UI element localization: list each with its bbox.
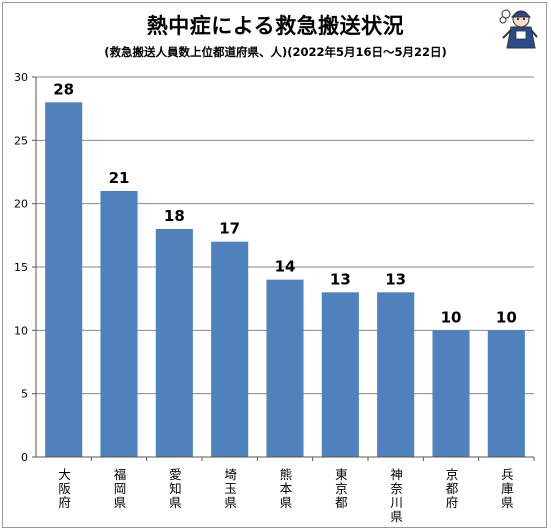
data-label: 13 <box>330 270 351 288</box>
data-label: 28 <box>53 80 74 98</box>
data-label: 14 <box>275 258 296 276</box>
chart-subtitle: (救急搬送人員数上位都道府県、人)(2022年5月16日～5月22日) <box>104 45 447 59</box>
x-tick-label: 愛知県 <box>169 467 182 510</box>
x-tick-label: 大阪府 <box>58 467 71 510</box>
x-tick-label: 京都府 <box>446 467 459 510</box>
x-tick-label: 兵庫県 <box>501 467 514 510</box>
data-label: 17 <box>219 220 240 238</box>
x-tick-label: 熊本県 <box>280 467 293 510</box>
bar <box>377 292 415 457</box>
chart-title: 熱中症による救急搬送状況 <box>146 14 405 38</box>
bar <box>211 241 249 457</box>
y-tick-label: 0 <box>21 451 28 464</box>
bar <box>100 191 138 457</box>
bar <box>45 102 83 457</box>
y-tick-label: 20 <box>14 198 28 211</box>
y-tick-label: 5 <box>21 388 28 401</box>
y-tick-label: 30 <box>14 71 28 84</box>
data-label: 10 <box>496 308 517 326</box>
x-tick-label: 福岡県 <box>114 467 127 510</box>
data-label: 13 <box>385 270 406 288</box>
bar <box>487 330 525 457</box>
y-tick-label: 15 <box>14 261 28 274</box>
bar <box>155 229 193 457</box>
y-tick-label: 25 <box>14 134 28 147</box>
bar <box>432 330 470 457</box>
data-label: 18 <box>164 207 185 225</box>
x-tick-label: 神奈川県 <box>390 467 403 524</box>
data-label: 21 <box>109 169 130 187</box>
bar <box>321 292 359 457</box>
data-label: 10 <box>441 308 462 326</box>
mascot-icon <box>499 9 538 49</box>
x-tick-label: 東京都 <box>335 467 348 510</box>
x-tick-label: 埼玉県 <box>224 467 237 510</box>
y-tick-label: 10 <box>14 324 28 337</box>
bar <box>266 279 304 457</box>
